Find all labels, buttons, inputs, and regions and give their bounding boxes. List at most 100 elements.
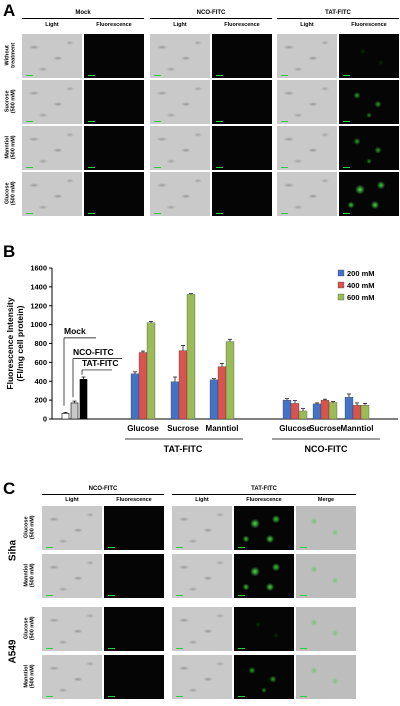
micrograph-fluorescence (212, 172, 272, 216)
scale-bar (300, 696, 307, 697)
legend-label: 200 mM (347, 269, 375, 278)
data-bar (138, 352, 148, 420)
micrograph-fluorescence (104, 506, 164, 550)
micrograph-fluorescence (234, 506, 294, 550)
panel-c-nco-line (42, 494, 164, 495)
panel-c-col-head: Light (65, 497, 79, 503)
data-bar (178, 350, 188, 420)
scale-bar (88, 213, 95, 214)
annotation-mock: Mock (64, 326, 86, 336)
data-bar (282, 399, 292, 420)
bar-chart-svg: 0 200 400 600 800 1000 1200 1400 1600 Fluorescenc… (5, 264, 398, 454)
data-bar (170, 381, 180, 420)
x-tick-label: Sucrose (167, 424, 199, 433)
scale-bar (176, 648, 183, 649)
micrograph-fluorescence (339, 126, 399, 170)
scale-bar (216, 167, 223, 168)
micrograph-light (22, 172, 82, 216)
data-bar (360, 405, 370, 420)
panel-a-col-head: Light (300, 22, 314, 28)
data-bar (290, 403, 300, 420)
scale-bar (300, 595, 307, 596)
legend-label: 600 mM (347, 293, 375, 302)
scale-bar (88, 167, 95, 168)
data-bar (320, 399, 330, 420)
scale-bar (300, 648, 307, 649)
micrograph-light (22, 80, 82, 124)
micrograph-fluorescence (104, 554, 164, 598)
x-tick-label: Manntiol (341, 424, 374, 433)
panel-a-letter: A (3, 1, 16, 20)
y-tick-label: 400 (34, 377, 47, 386)
micrograph-light (277, 34, 337, 78)
y-tick-label: 0 (43, 415, 47, 424)
micrograph-light (172, 607, 232, 651)
micrograph-fluorescence (339, 80, 399, 124)
y-tick-label: 1600 (30, 264, 47, 273)
scale-bar (154, 75, 161, 76)
micrograph-light (172, 554, 232, 598)
scale-bar (46, 648, 53, 649)
scale-bar (216, 121, 223, 122)
panel-a-group-line (22, 18, 144, 19)
micrograph-light (277, 126, 337, 170)
scale-bar (176, 696, 183, 697)
scale-bar (26, 75, 33, 76)
micrograph-fluorescence (212, 80, 272, 124)
panel-c-tat-title: TAT-FITC (251, 486, 277, 492)
legend-label: 400 mM (347, 281, 375, 290)
group-label: NCO-FITC (305, 444, 348, 454)
micrograph-light (22, 34, 82, 78)
scale-bar (88, 75, 95, 76)
scale-bar (108, 696, 115, 697)
y-tick-label: 200 (34, 396, 47, 405)
micrograph-light (277, 80, 337, 124)
micrograph-light (22, 126, 82, 170)
scale-bar (216, 75, 223, 76)
panel-a-group-title: TAT-FITC (325, 10, 351, 16)
scale-bar (343, 121, 350, 122)
legend-swatch (337, 281, 345, 289)
micrograph-light (42, 506, 102, 550)
scale-bar (46, 547, 53, 548)
data-bar (312, 403, 322, 420)
micrograph-light (150, 172, 210, 216)
panel-a-group-line (150, 18, 272, 19)
scale-bar (343, 167, 350, 168)
y-tick-label: 800 (34, 339, 47, 348)
micrograph-merge (296, 554, 356, 598)
y-axis-label: (FI/mg cell protein) (15, 305, 25, 381)
data-bar (186, 294, 196, 420)
scale-bar (154, 167, 161, 168)
panel-a-group-title: Mock (75, 10, 91, 16)
scale-bar (238, 595, 245, 596)
y-tick-label: 1000 (30, 320, 47, 329)
micrograph-light (42, 607, 102, 651)
x-tick-label: Glucose (279, 424, 311, 433)
micrograph-fluorescence (234, 607, 294, 651)
legend-swatch (337, 269, 345, 277)
data-bar (146, 322, 156, 420)
scale-bar (343, 213, 350, 214)
scale-bar (26, 167, 33, 168)
micrograph-fluorescence (84, 172, 144, 216)
y-tick-label: 1200 (30, 301, 47, 310)
scale-bar (216, 213, 223, 214)
panel-a-col-head: Light (45, 22, 59, 28)
panel-a-col-head: Fluorescence (96, 22, 132, 28)
micrograph-light (172, 506, 232, 550)
x-tick-label: Manntiol (206, 424, 239, 433)
scale-bar (238, 648, 245, 649)
micrograph-fluorescence (104, 655, 164, 699)
data-bar (352, 405, 362, 420)
panel-c-row-label: Manntiol (500 mM) (23, 563, 36, 588)
micrograph-light (150, 126, 210, 170)
panel-c-nco-title: NCO-FITC (88, 486, 118, 492)
panel-b-letter: B (3, 242, 16, 261)
scale-bar (46, 696, 53, 697)
panel-a-col-head: Fluorescence (351, 22, 387, 28)
micrograph-fluorescence (84, 126, 144, 170)
micrograph-light (172, 655, 232, 699)
panel-a-col-head: Fluorescence (224, 22, 260, 28)
data-bar (209, 379, 219, 420)
